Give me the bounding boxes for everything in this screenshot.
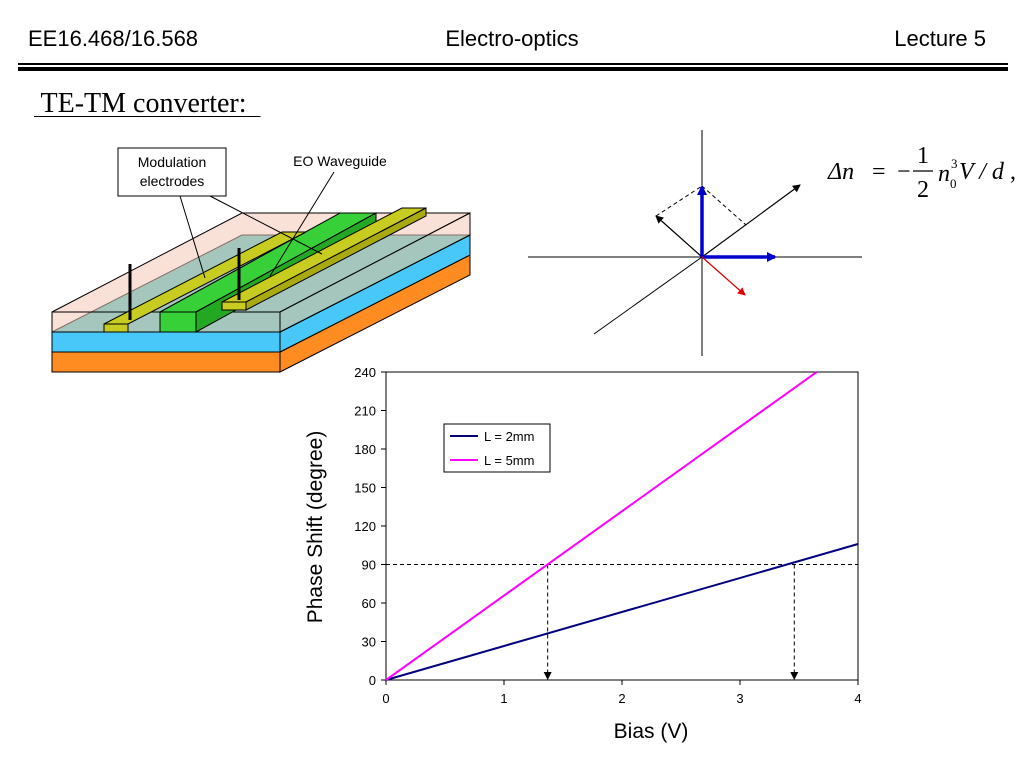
- y-tick-label: 180: [354, 442, 376, 457]
- chart-y-axis-title: Phase Shift (degree): [304, 431, 327, 624]
- pointer-electrodes-left: [179, 195, 206, 279]
- chart-x-axis-title: Bias (V): [614, 720, 689, 743]
- electrode-right-side: [245, 207, 427, 311]
- eq-n-sup: 3: [951, 156, 958, 171]
- eq-equals: =: [872, 159, 886, 185]
- section-title: TE-TM converter:: [34, 88, 261, 119]
- electrodes-label-box: [117, 147, 227, 197]
- eq-n-base: n: [938, 161, 950, 187]
- projection-dashed-2: [701, 185, 747, 226]
- phase-shift-chart: 0 30 60 90 120 150 180 210 240 0 1 2 3 4 L = 2mm L = …: [304, 365, 862, 743]
- y-tick-label: 60: [362, 596, 376, 611]
- principal-axis-arrow: [701, 184, 801, 258]
- electrode-left-front: [103, 323, 129, 333]
- x-tick-label: 3: [736, 691, 743, 706]
- legend-box: [443, 423, 551, 473]
- legend-label-l5mm: L = 5mm: [484, 453, 534, 468]
- diagonal-axis: [593, 256, 703, 335]
- header-rule-thick: [18, 67, 1008, 71]
- base-layer-front: [51, 351, 281, 373]
- electrodes-label-line2: electrodes: [140, 173, 205, 189]
- y-tick-label: 30: [362, 635, 376, 650]
- eq-rest: V / d: [959, 159, 1005, 185]
- legend-label-l2mm: L = 2mm: [484, 429, 534, 444]
- polarization-vector-diagram: [528, 130, 862, 356]
- waveguide-front: [159, 311, 197, 333]
- course-code: EE16.468/16.568: [28, 26, 199, 51]
- y-tick-label: 210: [354, 404, 376, 419]
- eq-trailing-comma: ,: [1010, 159, 1016, 185]
- te-tm-converter-diagram: Modulation electrodes EO Waveguide: [51, 147, 471, 373]
- projection-dashed-1: [655, 185, 703, 217]
- electrodes-label-line1: Modulation: [138, 154, 207, 170]
- electrode-right-front: [221, 301, 247, 311]
- y-tick-label: 0: [369, 673, 376, 688]
- y-tick-label: 90: [362, 558, 376, 573]
- y-tick-label: 120: [354, 519, 376, 534]
- header-rule-thin: [18, 63, 1008, 65]
- eq-minus: −: [897, 159, 911, 185]
- eq-lhs: Δn: [827, 159, 854, 185]
- index-change-equation: Δn = − 1 2 n 3 0 V / d ,: [827, 143, 1016, 203]
- x-tick-label: 1: [500, 691, 507, 706]
- y-tick-label: 150: [354, 481, 376, 496]
- pointer-waveguide: [269, 171, 335, 277]
- x-tick-label: 4: [854, 691, 861, 706]
- x-tick-label: 2: [618, 691, 625, 706]
- eq-frac-num: 1: [917, 143, 929, 169]
- induced-vector-red: [701, 256, 746, 296]
- pointer-electrodes-right: [209, 195, 323, 255]
- crossed-axis-arrow: [655, 215, 703, 258]
- cladding-side: [279, 212, 471, 333]
- substrate-front: [51, 331, 281, 353]
- lecture-number: Lecture 5: [894, 26, 986, 51]
- eq-n-sub: 0: [950, 176, 957, 191]
- y-tick-label: 240: [354, 365, 376, 380]
- plot-area-frame: [385, 371, 859, 681]
- x-tick-label: 0: [382, 691, 389, 706]
- waveguide-label: EO Waveguide: [293, 153, 387, 169]
- series-line-l5mm: [385, 371, 818, 681]
- eq-frac-den: 2: [917, 177, 929, 203]
- lecture-topic: Electro-optics: [445, 26, 579, 51]
- series-line-l2mm: [385, 543, 859, 681]
